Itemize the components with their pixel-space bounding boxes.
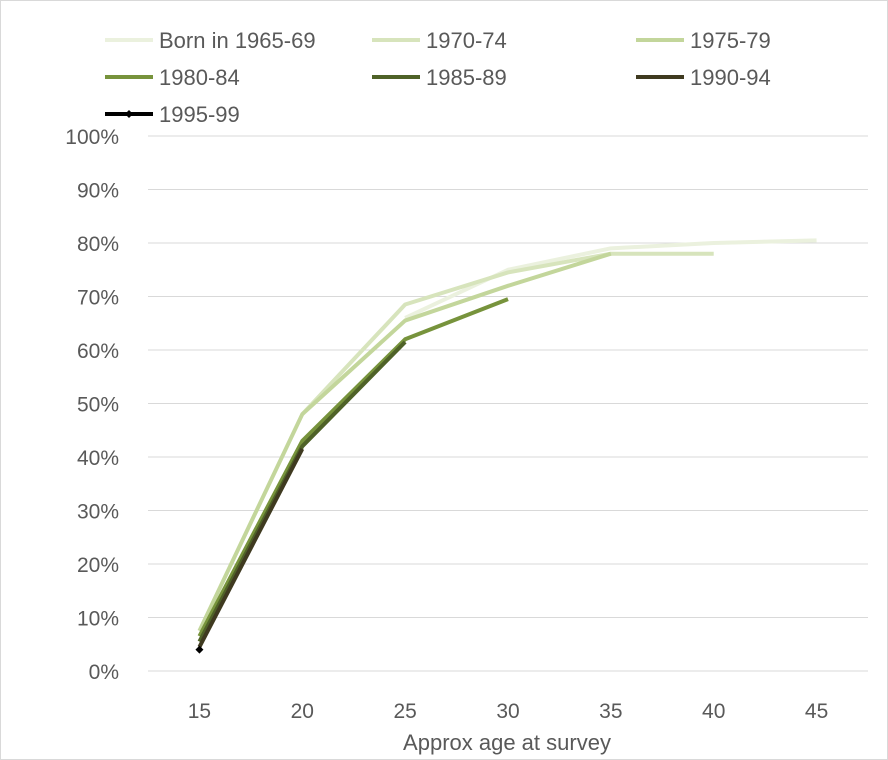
- legend-label: Born in 1965-69: [159, 28, 316, 53]
- series-line: [197, 448, 305, 648]
- y-axis-tick-labels: 0% 10% 20% 30% 40% 50% 60% 70% 80% 90% 100%: [65, 126, 119, 684]
- legend-label: 1985-89: [426, 65, 507, 90]
- legend-item: 1980-84: [105, 65, 240, 90]
- series-line: [197, 340, 407, 643]
- legend-marker: [125, 110, 133, 118]
- x-tick-label: 40: [702, 700, 725, 723]
- y-tick-label: 40%: [77, 447, 119, 470]
- series-line: [197, 251, 612, 632]
- legend-item: 1975-79: [636, 28, 771, 53]
- y-tick-label: 30%: [77, 501, 119, 524]
- legend-item: Born in 1965-69: [105, 28, 316, 53]
- data-point-marker: [195, 645, 204, 654]
- y-tick-label: 80%: [77, 233, 119, 256]
- legend-item: 1995-99: [105, 102, 240, 127]
- legend-item: 1985-89: [372, 65, 507, 90]
- legend-item: 1990-94: [636, 65, 771, 90]
- x-tick-label: 45: [805, 700, 828, 723]
- legend-label: 1970-74: [426, 28, 507, 53]
- gridlines: [148, 135, 868, 672]
- legend-label: 1980-84: [159, 65, 240, 90]
- y-tick-label: 90%: [77, 180, 119, 203]
- legend-label: 1995-99: [159, 102, 240, 127]
- y-tick-label: 50%: [77, 394, 119, 417]
- x-axis-tick-labels: 15 20 25 30 35 40 45: [188, 700, 829, 723]
- legend-label: 1990-94: [690, 65, 771, 90]
- y-tick-label: 100%: [65, 126, 119, 149]
- legend-label: 1975-79: [690, 28, 771, 53]
- x-tick-label: 30: [496, 700, 519, 723]
- x-tick-label: 35: [599, 700, 622, 723]
- y-tick-label: 60%: [77, 340, 119, 363]
- x-tick-label: 25: [393, 700, 416, 723]
- y-tick-label: 20%: [77, 554, 119, 577]
- x-tick-label: 15: [188, 700, 211, 723]
- series-line: [197, 297, 509, 638]
- x-axis-title: Approx age at survey: [403, 730, 611, 755]
- series-line: [404, 238, 817, 320]
- y-tick-label: 10%: [77, 608, 119, 631]
- y-tick-label: 70%: [77, 287, 119, 310]
- x-tick-label: 20: [291, 700, 314, 723]
- series-line: [300, 251, 714, 416]
- series-lines: [195, 238, 817, 654]
- legend: Born in 1965-69 1970-74 1975-79 1980-84 1985…: [105, 28, 771, 127]
- y-tick-label: 0%: [89, 661, 119, 684]
- legend-item: 1970-74: [372, 28, 507, 53]
